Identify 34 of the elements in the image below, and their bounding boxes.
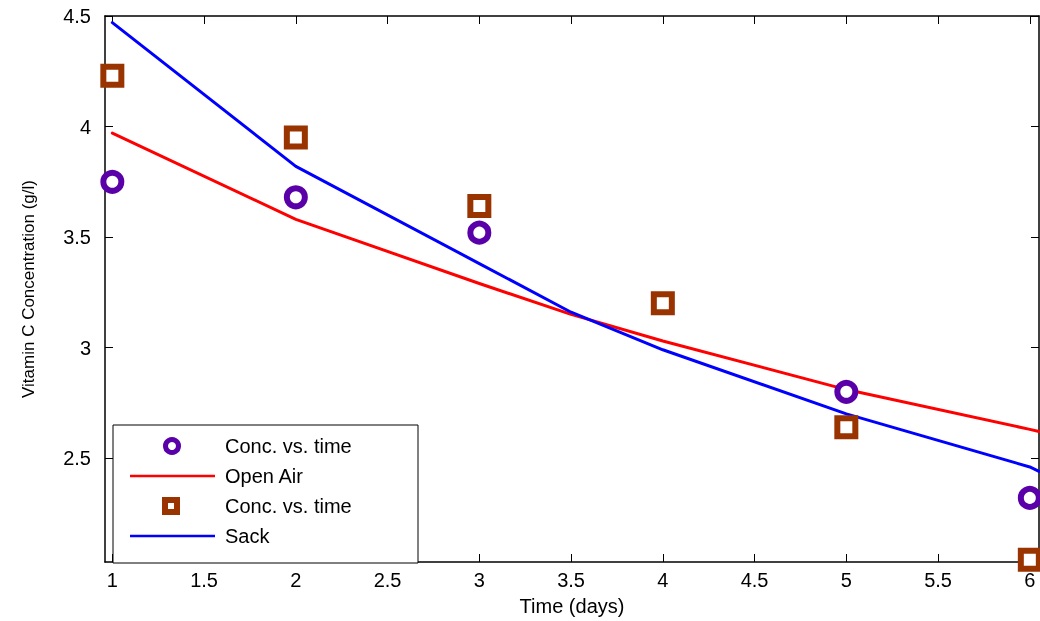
x-tick-label: 2 — [290, 569, 302, 591]
point — [467, 220, 492, 245]
x-tick-label: 4.5 — [740, 569, 769, 591]
legend-label: Conc. vs. time — [225, 435, 352, 457]
x-tick-label: 5 — [840, 569, 852, 591]
point — [283, 185, 308, 210]
y-tick-label: 3 — [79, 336, 91, 359]
x-tick-label: 3.5 — [557, 569, 585, 591]
y-tick-label: 4 — [79, 115, 91, 138]
y-axis-title: Vitamin C Concentration (g/l) — [19, 180, 38, 398]
y-tick-label: 4.5 — [63, 5, 91, 27]
point — [467, 194, 492, 219]
x-tick-label: 1.5 — [190, 569, 218, 591]
x-axis-title: Time (days) — [519, 595, 625, 617]
x-tick-label: 1 — [106, 569, 118, 591]
x-tick-label: 5.5 — [924, 569, 952, 591]
point — [834, 415, 859, 440]
line-series — [110, 131, 1040, 434]
point — [100, 63, 125, 88]
x-tick-label: 3 — [473, 569, 485, 591]
legend-label: Open Air — [225, 465, 304, 487]
point — [650, 291, 675, 316]
point — [1017, 485, 1040, 510]
legend-label: Sack — [225, 525, 271, 547]
legend-label: Conc. vs. time — [225, 495, 352, 517]
x-tick-label: 4 — [657, 569, 669, 591]
point — [834, 379, 859, 404]
y-tick-label: 3.5 — [63, 226, 91, 249]
point — [100, 169, 125, 194]
x-tick-label: 6 — [1024, 569, 1036, 591]
y-tick-label: 2.5 — [63, 447, 91, 470]
point — [1017, 547, 1040, 572]
x-tick-label: 2.5 — [373, 569, 402, 591]
point — [283, 125, 308, 150]
